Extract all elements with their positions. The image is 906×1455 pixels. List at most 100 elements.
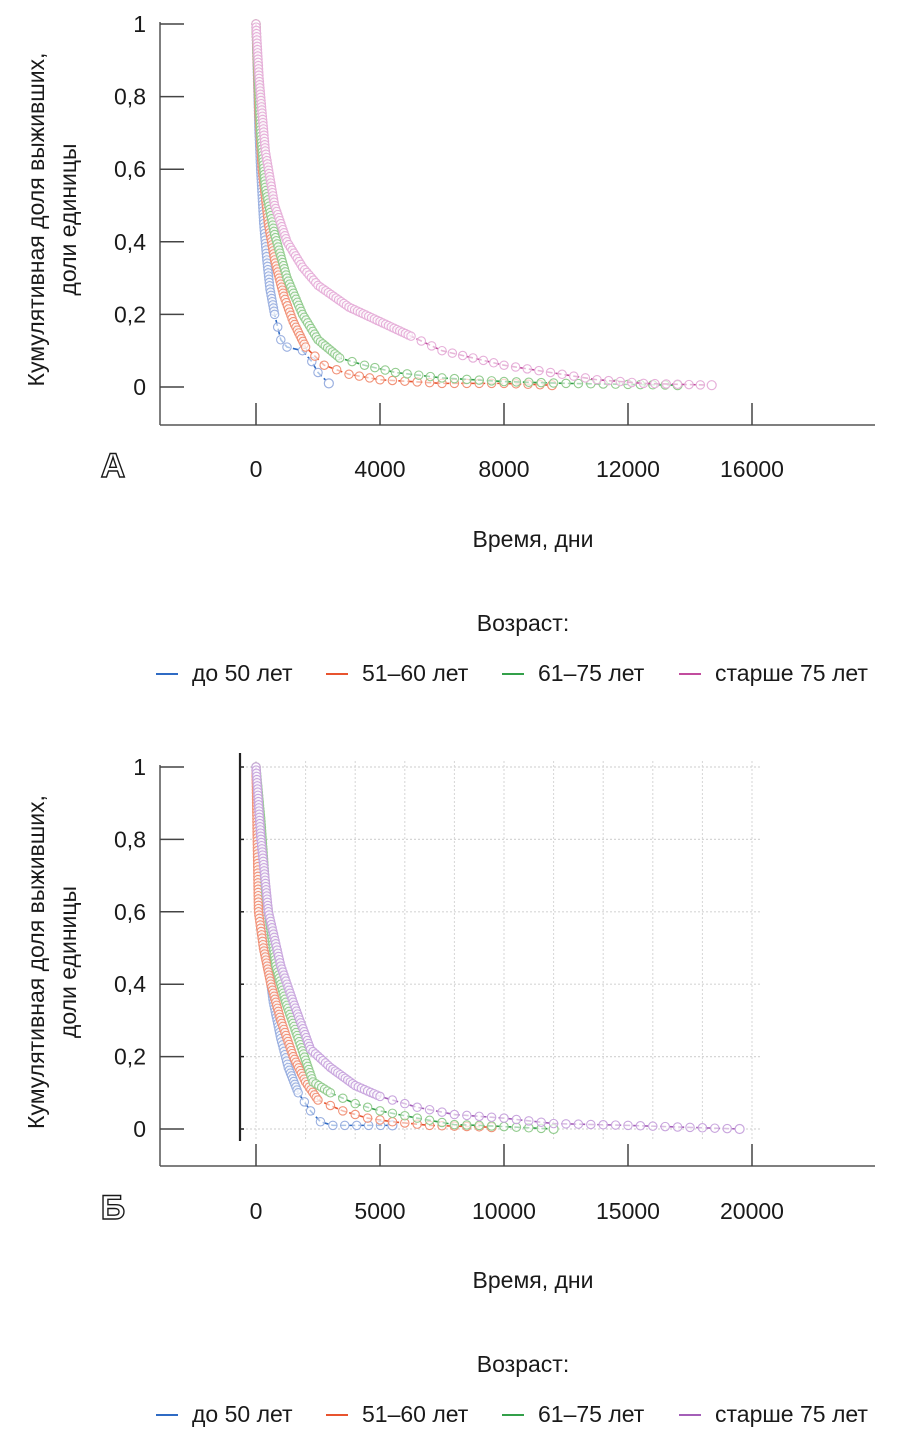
censor-marker xyxy=(416,336,427,346)
censor-marker xyxy=(684,379,694,390)
x-tick-label: 12000 xyxy=(596,456,660,482)
x-tick-label: 16000 xyxy=(720,456,784,482)
x-tick-label: 0 xyxy=(250,1198,263,1224)
censor-marker xyxy=(545,367,556,378)
censor-marker xyxy=(449,1109,460,1120)
y-tick-label: 0,4 xyxy=(114,229,146,255)
censor-marker xyxy=(598,1120,608,1130)
censor-marker xyxy=(536,377,546,388)
legend-item: 61–75 лет xyxy=(502,1401,645,1427)
x-tick-label: 15000 xyxy=(596,1198,660,1224)
legend-label: до 50 лет xyxy=(192,660,293,686)
series-старше-75-лет xyxy=(251,762,745,1135)
censor-marker xyxy=(706,380,717,391)
censor-marker xyxy=(425,371,436,382)
censor-marker xyxy=(387,1108,398,1119)
censor-marker xyxy=(557,369,567,380)
censor-marker xyxy=(305,1106,316,1116)
legend-label: 61–75 лет xyxy=(538,1401,645,1427)
censor-marker xyxy=(313,1095,323,1105)
censor-marker xyxy=(672,1122,683,1132)
censor-marker xyxy=(603,375,614,386)
survival-curve xyxy=(255,23,678,386)
censor-marker xyxy=(424,1115,435,1126)
y-axis-label-line: доли единицы xyxy=(55,143,81,295)
censor-marker xyxy=(344,369,354,380)
legend-item: 51–60 лет xyxy=(326,1401,469,1427)
censor-marker xyxy=(568,371,579,381)
x-axis-label: Время, дни xyxy=(473,1267,594,1293)
legend-label: старше 75 лет xyxy=(715,1401,868,1427)
censor-marker xyxy=(615,376,625,387)
y-tick-label: 1 xyxy=(133,754,146,780)
censor-marker xyxy=(325,1088,336,1098)
censor-marker xyxy=(400,1110,410,1121)
x-tick-label: 8000 xyxy=(478,456,529,482)
censor-marker xyxy=(548,1118,559,1129)
censor-marker xyxy=(340,1120,350,1131)
legend-label: 61–75 лет xyxy=(538,660,645,686)
censor-marker xyxy=(328,1120,338,1131)
censor-marker xyxy=(486,1121,497,1131)
censor-marker xyxy=(412,1102,422,1113)
censor-marker xyxy=(375,1091,385,1102)
censor-marker xyxy=(627,377,637,388)
y-tick-label: 0,8 xyxy=(114,826,146,852)
censor-marker xyxy=(638,378,649,389)
censor-marker xyxy=(722,1123,732,1134)
censor-marker xyxy=(282,342,292,352)
y-tick-label: 0,2 xyxy=(114,1044,146,1070)
censor-marker xyxy=(350,1098,360,1109)
censor-marker xyxy=(269,309,280,320)
censor-marker xyxy=(364,373,375,383)
censor-marker xyxy=(524,1116,534,1126)
censor-marker xyxy=(710,1123,720,1133)
panel-label: А xyxy=(101,447,126,485)
censor-marker xyxy=(338,1106,348,1116)
survival-curve xyxy=(255,23,712,386)
censor-marker xyxy=(580,373,591,383)
censor-marker xyxy=(315,1117,326,1127)
censor-marker xyxy=(661,379,671,389)
censor-marker xyxy=(573,1119,584,1129)
censor-marker xyxy=(387,375,398,386)
censor-marker xyxy=(672,379,683,390)
censor-marker xyxy=(310,351,320,361)
censor-marker xyxy=(635,1121,646,1131)
censor-marker xyxy=(488,358,499,368)
legend-label: старше 75 лет xyxy=(715,660,868,686)
censor-marker xyxy=(695,380,706,390)
censor-marker xyxy=(474,1111,484,1122)
censor-marker xyxy=(347,356,357,367)
censor-marker xyxy=(478,355,489,366)
series-61–75-лет xyxy=(251,19,683,391)
y-axis-label: Кумулятивная доля выживших, доли единицы xyxy=(23,53,81,387)
censor-marker xyxy=(474,1120,484,1131)
censor-marker xyxy=(387,1095,398,1105)
censor-marker xyxy=(375,374,385,385)
y-tick-label: 0,8 xyxy=(114,84,146,110)
censor-marker xyxy=(325,1100,336,1111)
legend-title: Возраст: xyxy=(477,1351,569,1377)
censor-marker xyxy=(510,362,521,372)
censor-marker xyxy=(300,342,311,352)
legend-label: 51–60 лет xyxy=(362,660,469,686)
censor-marker xyxy=(380,365,390,375)
legend-item: до 50 лет xyxy=(156,1401,293,1427)
censor-marker xyxy=(499,1121,509,1132)
censor-marker xyxy=(437,1117,447,1128)
censor-marker xyxy=(437,345,447,356)
censor-marker xyxy=(548,378,559,388)
y-axis-label: Кумулятивная доля выживших, доли единицы xyxy=(23,795,81,1129)
y-tick-label: 0,2 xyxy=(114,301,146,327)
censor-marker xyxy=(400,1098,410,1109)
censor-marker xyxy=(650,378,660,389)
censor-marker xyxy=(524,377,534,388)
censor-marker xyxy=(437,1107,447,1117)
censor-marker xyxy=(536,1117,546,1127)
censor-marker xyxy=(387,1117,398,1127)
legend-item: 61–75 лет xyxy=(502,660,645,686)
censor-marker xyxy=(468,353,478,363)
censor-marker xyxy=(276,335,286,345)
